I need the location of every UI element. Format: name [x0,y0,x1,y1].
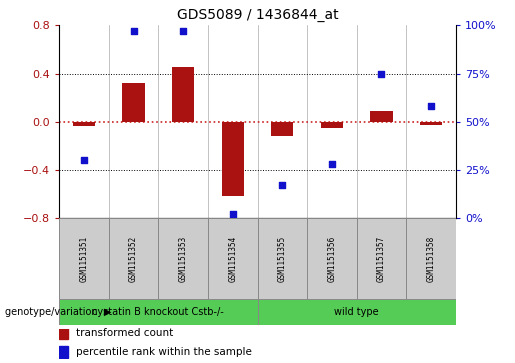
Bar [258,299,456,325]
Bar [271,122,294,136]
Bar [307,218,356,299]
Bar [59,327,67,339]
Text: percentile rank within the sample: percentile rank within the sample [76,347,251,357]
Point [80,157,88,163]
Bar [420,122,442,125]
Text: GSM1151355: GSM1151355 [278,236,287,282]
Title: GDS5089 / 1436844_at: GDS5089 / 1436844_at [177,8,338,22]
Bar [123,83,145,122]
Text: transformed count: transformed count [76,328,173,338]
Bar [159,218,208,299]
Bar [356,218,406,299]
Bar [109,218,159,299]
Text: GSM1151354: GSM1151354 [228,236,237,282]
Bar [258,218,307,299]
Bar [59,346,67,358]
Bar [321,122,343,128]
Text: GSM1151352: GSM1151352 [129,236,138,282]
Bar [208,218,258,299]
Bar [59,218,109,299]
Bar [406,218,456,299]
Point [129,28,138,34]
Text: GSM1151356: GSM1151356 [328,236,336,282]
Bar [172,68,194,122]
Point [427,103,435,109]
Point [179,28,187,34]
Point [377,70,386,76]
Point [278,182,286,188]
Text: wild type: wild type [334,307,379,317]
Point [328,161,336,167]
Text: GSM1151353: GSM1151353 [179,236,187,282]
Text: genotype/variation  ▶: genotype/variation ▶ [5,307,112,317]
Bar [221,122,244,196]
Text: cystatin B knockout Cstb-/-: cystatin B knockout Cstb-/- [93,307,224,317]
Bar [370,111,392,122]
Bar [59,299,258,325]
Text: GSM1151357: GSM1151357 [377,236,386,282]
Text: GSM1151351: GSM1151351 [79,236,89,282]
Text: GSM1151358: GSM1151358 [426,236,436,282]
Bar [73,122,95,126]
Point [229,211,237,217]
